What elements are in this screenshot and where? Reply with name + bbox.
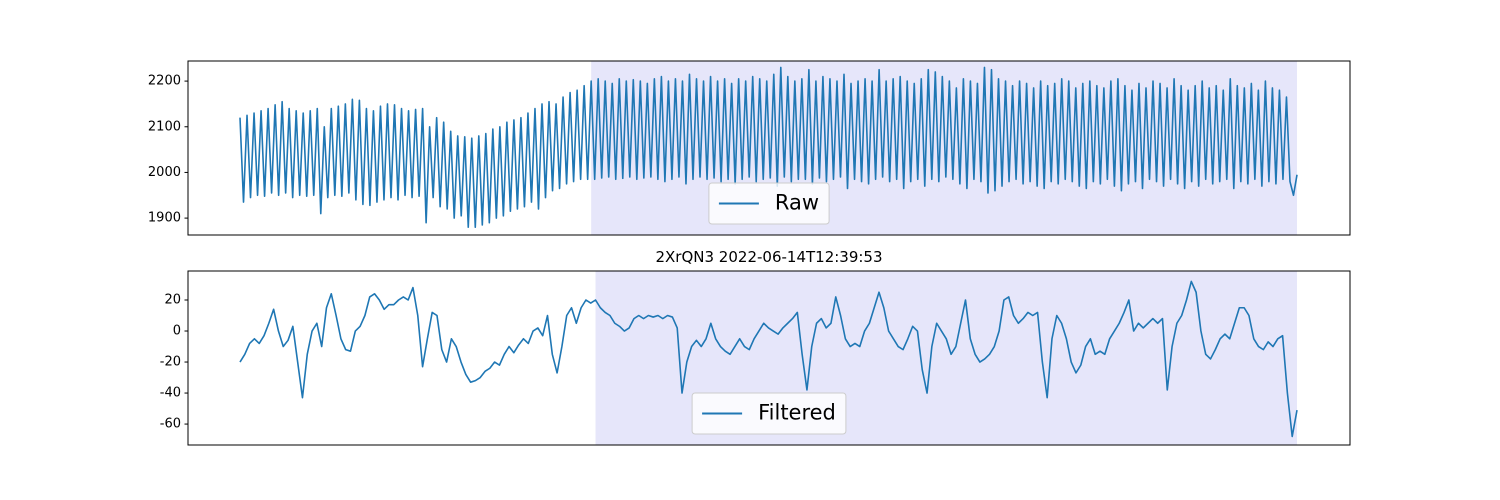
axes-frame xyxy=(187,60,1351,236)
y-tick-label: 0 xyxy=(173,324,181,339)
y-tick-label: 20 xyxy=(164,293,181,308)
legend: Raw xyxy=(708,182,830,225)
y-tick-label: 1900 xyxy=(148,211,181,226)
axes-frame xyxy=(187,270,1351,446)
y-tick-label: -60 xyxy=(160,417,181,432)
data-line xyxy=(239,66,1298,229)
y-tick-label: 2100 xyxy=(148,119,181,134)
legend-label: Raw xyxy=(775,191,819,215)
data-line xyxy=(239,280,1298,438)
legend-label: Filtered xyxy=(758,401,836,425)
y-tick-label: -20 xyxy=(160,355,181,370)
y-tick-label: 2000 xyxy=(148,165,181,180)
legend-box xyxy=(691,392,847,435)
y-tick-label: 2200 xyxy=(148,74,181,89)
axes: -60 -40 -20 0 20 2XrQN3 2022-06-14T12:39:53 Fi… xyxy=(160,248,1351,446)
legend-box xyxy=(708,182,830,225)
y-tick-label: -40 xyxy=(160,386,181,401)
chart-title: 2XrQN3 2022-06-14T12:39:53 xyxy=(655,248,882,266)
legend: Filtered xyxy=(691,392,847,435)
axes: 1900 2000 2100 2200 Raw xyxy=(148,60,1351,236)
